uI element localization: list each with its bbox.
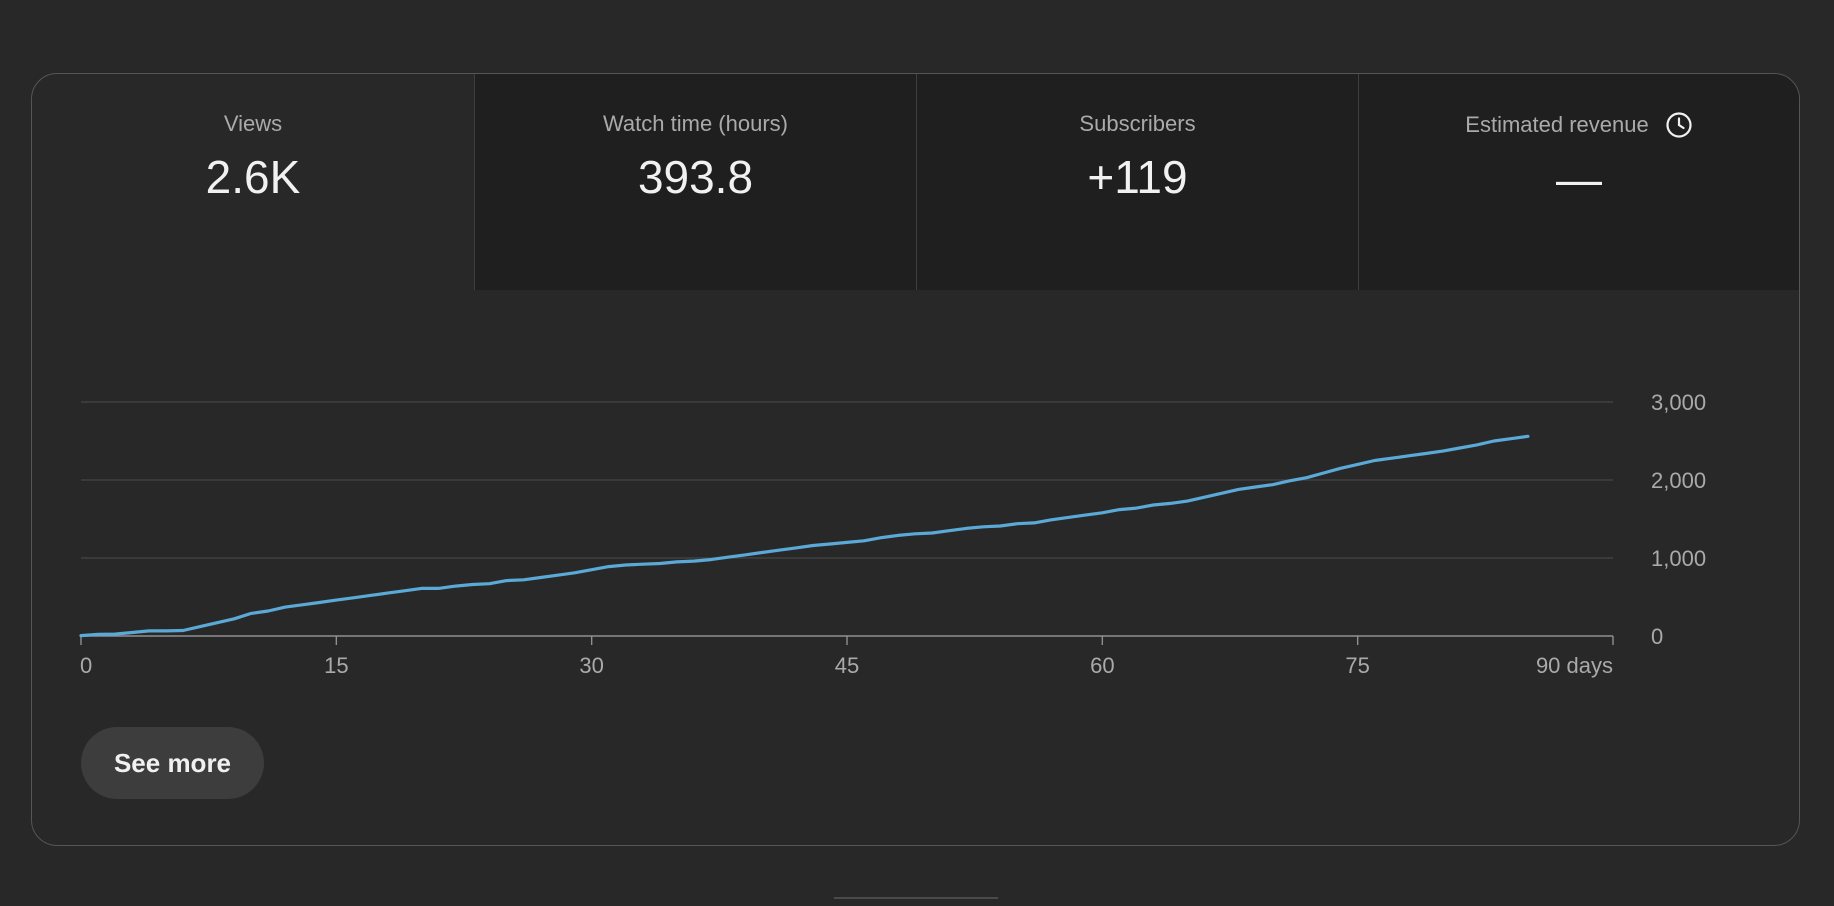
- views-chart-svg: 0 1,000 2,000 3,000 0 15 30 45 60 75 90 days: [79, 390, 1706, 678]
- metric-tabs: Views 2.6K Watch time (hours) 393.8 Subs…: [32, 74, 1799, 290]
- clock-icon[interactable]: [1665, 111, 1693, 139]
- tab-estimated-revenue[interactable]: Estimated revenue —: [1358, 74, 1799, 290]
- x-tick-label: 30: [579, 653, 603, 678]
- y-tick-label: 0: [1651, 624, 1663, 649]
- y-tick-label: 1,000: [1651, 546, 1706, 571]
- tab-watch-time[interactable]: Watch time (hours) 393.8: [474, 74, 916, 290]
- views-series-line: [79, 434, 1530, 638]
- tab-estimated-revenue-label: Estimated revenue: [1465, 112, 1649, 137]
- tab-views-label: Views: [223, 111, 283, 136]
- analytics-card: Views 2.6K Watch time (hours) 393.8 Subs…: [31, 73, 1800, 846]
- bottom-divider: [834, 897, 998, 899]
- views-chart: 0 1,000 2,000 3,000 0 15 30 45 60 75 90 days: [32, 290, 1799, 710]
- tab-estimated-revenue-value: —: [1556, 153, 1602, 205]
- x-tick-label: 75: [1345, 653, 1369, 678]
- x-tick-label: 0: [80, 653, 92, 678]
- x-tick-label: 45: [835, 653, 859, 678]
- x-tick-label: 60: [1090, 653, 1114, 678]
- x-tick-label: 15: [324, 653, 348, 678]
- y-tick-label: 3,000: [1651, 390, 1706, 415]
- tab-watch-time-label: Watch time (hours): [602, 111, 788, 136]
- tab-subscribers-value: +119: [1087, 151, 1188, 203]
- tab-watch-time-value: 393.8: [637, 151, 754, 203]
- x-tick-label: 90 days: [1536, 653, 1613, 678]
- see-more-button[interactable]: See more: [81, 727, 264, 799]
- y-tick-label: 2,000: [1651, 468, 1706, 493]
- tab-subscribers[interactable]: Subscribers +119: [916, 74, 1358, 290]
- tab-views[interactable]: Views 2.6K: [32, 74, 474, 290]
- tab-subscribers-label: Subscribers: [1079, 111, 1196, 136]
- tab-views-value: 2.6K: [205, 151, 301, 203]
